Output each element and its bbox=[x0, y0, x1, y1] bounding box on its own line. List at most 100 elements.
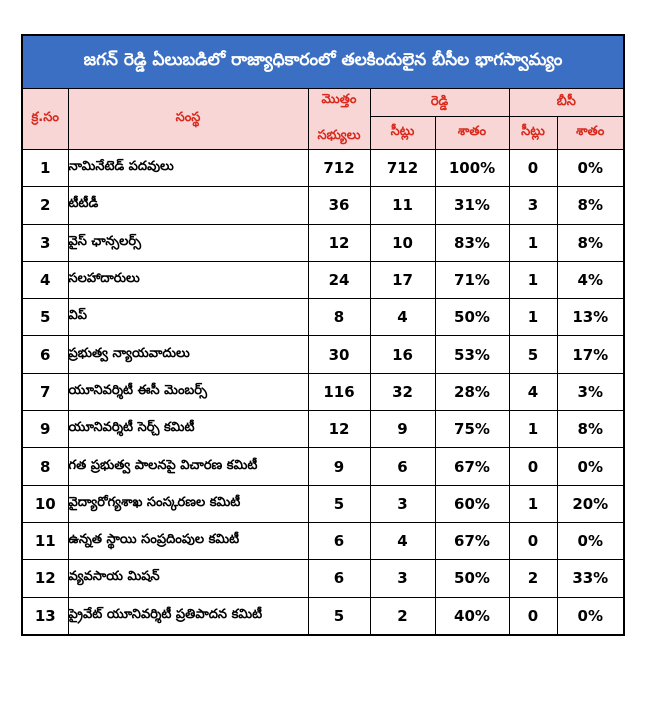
bc-seats-cell: 0 bbox=[508, 596, 558, 636]
bc-percent-cell: 0% bbox=[556, 148, 625, 188]
table-row: 2 టీటీడీ 36 11 31% 3 8% bbox=[21, 186, 625, 225]
table-body: 1 నామినేటెడ్ పదవులు 712 712 100% 0 0% 2 టీటీడీ 36… bbox=[21, 148, 625, 636]
reddy-percent-cell: 31% bbox=[434, 186, 510, 225]
table-row: 8 గత ప్రభుత్వ పాలనపై విచారణ కమిటీ 9 6 67% 0 0% bbox=[21, 447, 625, 486]
table-row: 6 ప్రభుత్వ న్యాయవాదులు 30 16 53% 5 17% bbox=[21, 335, 625, 374]
total-members-header: మొత్తం సభ్యులు bbox=[307, 88, 371, 150]
reddy-seats-cell: 10 bbox=[369, 223, 436, 262]
bc-percent-cell: 8% bbox=[556, 186, 625, 225]
reddy-seats-cell: 11 bbox=[369, 186, 436, 225]
bc-seats-cell: 4 bbox=[508, 372, 558, 412]
reddy-seats-cell: 3 bbox=[369, 559, 436, 598]
bc-percent-cell: 8% bbox=[556, 223, 625, 262]
reddy-percent-cell: 75% bbox=[434, 410, 510, 449]
reddy-seats-cell: 2 bbox=[369, 596, 436, 636]
institution-cell: విప్ bbox=[67, 298, 309, 337]
reddy-percent-cell: 60% bbox=[434, 484, 510, 523]
reddy-seats-cell: 17 bbox=[369, 260, 436, 300]
total-members-cell: 36 bbox=[307, 186, 371, 225]
bc-seats-cell: 1 bbox=[508, 298, 558, 337]
institution-cell: ఉన్నత స్థాయి సంప్రదింపుల కమిటీ bbox=[67, 521, 309, 561]
bc-percent-cell: 0% bbox=[556, 447, 625, 486]
reddy-percent-cell: 40% bbox=[434, 596, 510, 636]
total-members-cell: 6 bbox=[307, 521, 371, 561]
table-row: 4 సలహాదారులు 24 17 71% 1 4% bbox=[21, 260, 625, 300]
reddy-percent-cell: 28% bbox=[434, 372, 510, 412]
reddy-percent-cell: 50% bbox=[434, 298, 510, 337]
serial-cell: 8 bbox=[21, 447, 69, 486]
bc-percent-cell: 0% bbox=[556, 596, 625, 636]
bc-share-table: జగన్ రెడ్డి ఏలుబడిలో రాజ్యాధికారంలో తలకి… bbox=[21, 34, 626, 636]
bc-percent-cell: 3% bbox=[556, 372, 625, 412]
bc-seats-cell: 5 bbox=[508, 335, 558, 374]
serial-cell: 1 bbox=[21, 148, 69, 188]
institution-cell: యూనివర్శిటీ ఈసీ మెంబర్స్ bbox=[67, 372, 309, 412]
reddy-seats-cell: 32 bbox=[369, 372, 436, 412]
bc-percent-cell: 4% bbox=[556, 260, 625, 300]
bc-percent-cell: 20% bbox=[556, 484, 625, 523]
bc-percent-cell: 17% bbox=[556, 335, 625, 374]
bc-percent-cell: 33% bbox=[556, 559, 625, 598]
table-row: 12 వ్యవసాయ మిషన్ 6 3 50% 2 33% bbox=[21, 559, 625, 598]
serial-cell: 5 bbox=[21, 298, 69, 337]
table-row: 11 ఉన్నత స్థాయి సంప్రదింపుల కమిటీ 6 4 67% 0 0% bbox=[21, 521, 625, 561]
serial-cell: 13 bbox=[21, 596, 69, 636]
total-members-cell: 12 bbox=[307, 410, 371, 449]
bc-percent-cell: 13% bbox=[556, 298, 625, 337]
reddy-header: రెడ్డి bbox=[369, 88, 510, 117]
serial-cell: 9 bbox=[21, 410, 69, 449]
reddy-percent-cell: 67% bbox=[434, 447, 510, 486]
serial-cell: 12 bbox=[21, 559, 69, 598]
bc-percent-cell: 8% bbox=[556, 410, 625, 449]
serial-cell: 3 bbox=[21, 223, 69, 262]
total-members-cell: 12 bbox=[307, 223, 371, 262]
total-members-cell: 24 bbox=[307, 260, 371, 300]
institution-cell: ప్రభుత్వ న్యాయవాదులు bbox=[67, 335, 309, 374]
institution-cell: నామినేటెడ్ పదవులు bbox=[67, 148, 309, 188]
table-row: 5 విప్ 8 4 50% 1 13% bbox=[21, 298, 625, 337]
table-row: 9 యూనివర్శిటీ సెర్చ్ కమిటీ 12 9 75% 1 8% bbox=[21, 410, 625, 449]
institution-cell: గత ప్రభుత్వ పాలనపై విచారణ కమిటీ bbox=[67, 447, 309, 486]
institution-cell: వైస్ ఛాన్సలర్స్ bbox=[67, 223, 309, 262]
reddy-seats-cell: 3 bbox=[369, 484, 436, 523]
total-members-cell: 712 bbox=[307, 148, 371, 188]
institution-cell: వ్యవసాయ మిషన్ bbox=[67, 559, 309, 598]
reddy-seats-cell: 9 bbox=[369, 410, 436, 449]
reddy-seats-cell: 4 bbox=[369, 298, 436, 337]
bc-percent-cell: 0% bbox=[556, 521, 625, 561]
reddy-percent-header: శాతం bbox=[434, 116, 510, 150]
reddy-seats-cell: 16 bbox=[369, 335, 436, 374]
table-row: 1 నామినేటెడ్ పదవులు 712 712 100% 0 0% bbox=[21, 148, 625, 188]
reddy-percent-cell: 50% bbox=[434, 559, 510, 598]
total-header-line1: మొత్తం bbox=[321, 92, 357, 107]
bc-percent-header: శాతం bbox=[556, 116, 625, 150]
total-members-cell: 5 bbox=[307, 484, 371, 523]
table-row: 10 వైద్యారోగ్యశాఖ సంస్కరణల కమిటీ 5 3 60% 1 20% bbox=[21, 484, 625, 523]
reddy-percent-cell: 100% bbox=[434, 148, 510, 188]
institution-cell: యూనివర్శిటీ సెర్చ్ కమిటీ bbox=[67, 410, 309, 449]
institution-cell: టీటీడీ bbox=[67, 186, 309, 225]
total-members-cell: 8 bbox=[307, 298, 371, 337]
bc-seats-cell: 0 bbox=[508, 148, 558, 188]
bc-seats-cell: 0 bbox=[508, 521, 558, 561]
serial-cell: 4 bbox=[21, 260, 69, 300]
reddy-percent-cell: 53% bbox=[434, 335, 510, 374]
table-row: 3 వైస్ ఛాన్సలర్స్ 12 10 83% 1 8% bbox=[21, 223, 625, 262]
serial-cell: 2 bbox=[21, 186, 69, 225]
total-members-cell: 30 bbox=[307, 335, 371, 374]
reddy-seats-cell: 4 bbox=[369, 521, 436, 561]
bc-seats-cell: 3 bbox=[508, 186, 558, 225]
serial-cell: 11 bbox=[21, 521, 69, 561]
bc-seats-cell: 2 bbox=[508, 559, 558, 598]
bc-seats-cell: 1 bbox=[508, 260, 558, 300]
reddy-percent-cell: 67% bbox=[434, 521, 510, 561]
bc-header: బీసీ bbox=[508, 88, 625, 117]
total-header-line2: సభ్యులు bbox=[317, 128, 361, 143]
reddy-seats-header: సీట్లు bbox=[369, 116, 436, 150]
bc-seats-header: సీట్లు bbox=[508, 116, 558, 150]
bc-seats-cell: 1 bbox=[508, 484, 558, 523]
table-row: 7 యూనివర్శిటీ ఈసీ మెంబర్స్ 116 32 28% 4 3% bbox=[21, 372, 625, 412]
bc-seats-cell: 1 bbox=[508, 410, 558, 449]
total-members-cell: 5 bbox=[307, 596, 371, 636]
reddy-seats-cell: 6 bbox=[369, 447, 436, 486]
